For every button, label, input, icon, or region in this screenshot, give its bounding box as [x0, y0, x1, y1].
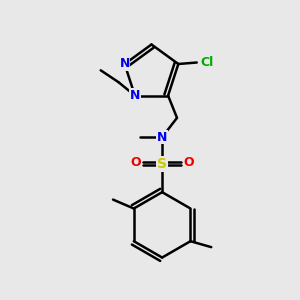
Text: S: S [157, 157, 167, 171]
Text: N: N [130, 89, 140, 102]
Text: O: O [184, 156, 194, 169]
Text: N: N [157, 131, 167, 144]
Text: O: O [130, 156, 141, 169]
Text: Cl: Cl [200, 56, 213, 69]
Text: N: N [119, 58, 130, 70]
